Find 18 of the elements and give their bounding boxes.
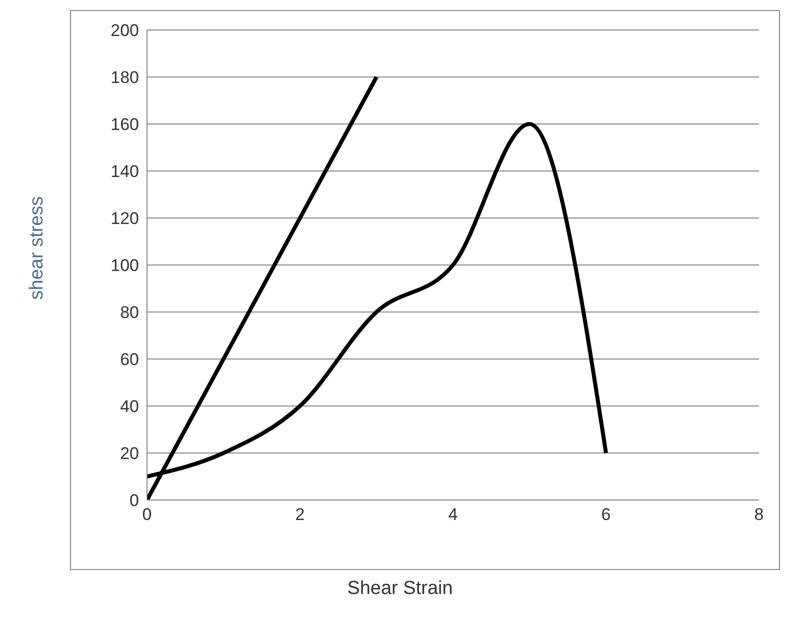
y-tick-label: 40 [120, 397, 139, 416]
x-tick-label: 8 [754, 505, 764, 524]
y-tick-label: 20 [120, 444, 139, 464]
y-tick-label: 160 [110, 115, 139, 134]
x-tick-label: 2 [295, 505, 305, 524]
x-tick-label: 0 [142, 505, 152, 524]
x-tick-label: 6 [601, 505, 611, 524]
y-tick-label: 180 [110, 68, 139, 88]
y-tick-label: 100 [110, 256, 139, 276]
y-tick-label: 0 [130, 491, 139, 510]
y-tick-label: 120 [110, 209, 139, 228]
y-tick-label: 140 [110, 162, 139, 182]
x-axis-title: Shear Strain [346, 578, 454, 600]
y-tick-label: 200 [110, 21, 139, 40]
x-tick-label: 4 [448, 505, 458, 524]
y-axis-title: shear stress [27, 196, 49, 300]
y-tick-label: 60 [120, 350, 139, 370]
y-tick-label: 80 [120, 303, 139, 322]
